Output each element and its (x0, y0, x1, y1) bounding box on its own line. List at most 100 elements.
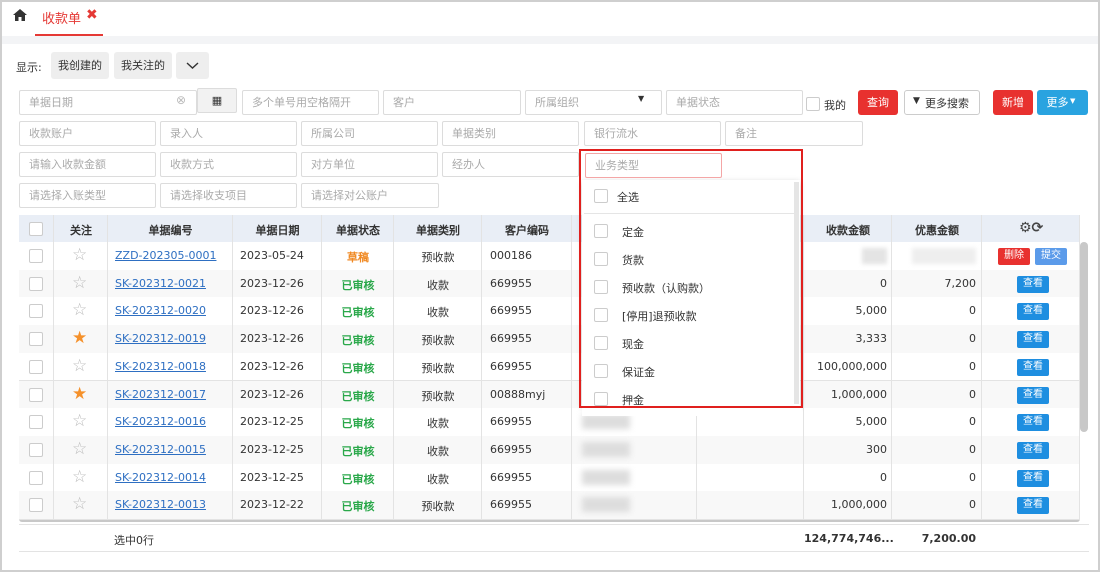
doc-number[interactable]: SK-202312-0017 (115, 387, 206, 401)
discount: 0 (969, 415, 976, 429)
row-action[interactable]: 查看 (1017, 358, 1049, 376)
filter-input[interactable]: 录入人 (160, 121, 297, 146)
star[interactable]: ☆ (72, 438, 88, 459)
option[interactable]: 定金 (622, 226, 644, 239)
filter-input[interactable]: 单据状态 (666, 90, 803, 115)
tab[interactable] (35, 2, 103, 36)
star[interactable]: ☆ (72, 494, 88, 515)
filter-input[interactable]: 请选择入账类型 (19, 183, 156, 208)
doc-number[interactable]: SK-202312-0020 (115, 304, 206, 318)
option-checkbox[interactable] (594, 364, 608, 378)
option-checkbox[interactable] (594, 189, 608, 203)
v-scrollbar[interactable] (1080, 242, 1088, 432)
doc-number[interactable]: SK-202312-0014 (115, 470, 206, 484)
row-checkbox[interactable] (29, 249, 43, 263)
filter-input[interactable]: 所属组织 (525, 90, 662, 115)
row-action[interactable]: 查看 (1017, 441, 1049, 459)
header-checkbox[interactable] (29, 222, 43, 236)
star[interactable]: ☆ (72, 300, 88, 321)
option-checkbox[interactable] (594, 280, 608, 294)
doc-number[interactable]: ZZD-202305-0001 (115, 249, 217, 262)
tab-close[interactable]: ✖ (86, 7, 98, 23)
row-cell (892, 491, 982, 520)
blurred (582, 469, 630, 485)
doc-number[interactable]: SK-202312-0015 (115, 442, 206, 456)
star[interactable]: ☆ (72, 245, 88, 265)
option-checkbox[interactable] (594, 336, 608, 350)
row-action[interactable]: 查看 (1017, 303, 1049, 321)
filter-input[interactable]: 银行流水 (584, 121, 721, 146)
more-search-button[interactable]: 更多搜索 (904, 90, 980, 115)
home-icon[interactable] (12, 8, 28, 22)
doc-number[interactable]: SK-202312-0021 (115, 276, 206, 290)
star[interactable]: ☆ (72, 411, 88, 432)
row-cell (233, 380, 322, 410)
toolbar-button[interactable]: 我创建的 (51, 52, 109, 79)
filter-input[interactable]: 多个单号用空格隔开 (242, 90, 379, 115)
row-action[interactable]: 删除 (998, 248, 1030, 265)
option[interactable]: 保证金 (622, 366, 655, 379)
row-cell (54, 242, 108, 271)
row-cell (394, 491, 482, 520)
star[interactable]: ★ (72, 328, 88, 349)
row-checkbox[interactable] (29, 304, 43, 319)
filter-input[interactable]: 备注 (725, 121, 863, 146)
option-checkbox[interactable] (594, 252, 608, 266)
toolbar-toggle[interactable] (176, 52, 209, 79)
row-checkbox[interactable] (29, 359, 43, 374)
my-checkbox[interactable] (806, 97, 820, 111)
star[interactable]: ☆ (72, 272, 88, 293)
row-action[interactable]: 查看 (1017, 469, 1049, 487)
doc-number[interactable]: SK-202312-0013 (115, 498, 206, 512)
filter-input[interactable]: 单据日期 (19, 90, 197, 115)
doc-number[interactable]: SK-202312-0018 (115, 359, 206, 373)
star[interactable]: ★ (72, 383, 88, 404)
dropdown-input[interactable]: 业务类型 (585, 153, 722, 178)
tab-title[interactable]: 收款单 (42, 12, 82, 27)
filter-input[interactable]: 对方单位 (301, 152, 438, 177)
filter-input[interactable]: 收款账户 (19, 121, 156, 146)
query-button[interactable]: 查询 (858, 90, 898, 115)
row-action[interactable]: 查看 (1017, 497, 1049, 515)
filter-input[interactable]: 经办人 (442, 152, 579, 177)
toolbar-button[interactable]: 我关注的 (114, 52, 172, 79)
option[interactable]: 押金 (622, 394, 644, 407)
row-action[interactable]: 查看 (1017, 275, 1049, 293)
filter-input[interactable]: 客户 (383, 90, 521, 115)
doc-number[interactable]: SK-202312-0019 (115, 332, 206, 346)
option-checkbox[interactable] (594, 308, 608, 322)
row-checkbox[interactable] (29, 415, 43, 430)
star[interactable]: ☆ (72, 466, 88, 487)
filter-input[interactable]: 收款方式 (160, 152, 297, 177)
row-checkbox[interactable] (29, 276, 43, 291)
doc-number[interactable]: SK-202312-0016 (115, 415, 206, 429)
filter-input[interactable]: 请选择对公账户 (301, 183, 439, 208)
filter-input[interactable]: 所属公司 (301, 121, 438, 146)
row-checkbox[interactable] (29, 470, 43, 485)
option[interactable]: [停用]退预收款 (622, 310, 697, 323)
row-action[interactable]: 提交 (1035, 248, 1067, 265)
row-action[interactable]: 查看 (1017, 414, 1049, 432)
row-checkbox[interactable] (29, 442, 43, 457)
row-action[interactable]: 查看 (1017, 331, 1049, 349)
option[interactable]: 现金 (622, 338, 644, 351)
row-action[interactable]: 查看 (1017, 386, 1049, 404)
select-all[interactable]: 全选 (617, 191, 639, 204)
option[interactable]: 预收款（认购款） (622, 282, 710, 295)
add-button[interactable]: 新增 (993, 90, 1033, 115)
more-button[interactable]: 更多 (1037, 90, 1088, 115)
settings-icons[interactable]: ⚙⟳ (1019, 220, 1044, 236)
calendar-button[interactable]: ▦ (197, 88, 237, 113)
discount: 0 (969, 498, 976, 512)
row-checkbox[interactable] (29, 498, 43, 513)
option[interactable]: 货款 (622, 254, 644, 267)
row-checkbox[interactable] (29, 332, 43, 347)
row-checkbox[interactable] (29, 387, 43, 402)
filter-input[interactable]: 请选择收支项目 (160, 183, 297, 208)
star[interactable]: ☆ (72, 355, 88, 376)
option-checkbox[interactable] (594, 224, 608, 238)
filter-input[interactable]: 单据类别 (442, 121, 579, 146)
clear-icon[interactable]: ⊗ (176, 93, 187, 107)
filter-input[interactable]: 请输入收款金额 (19, 152, 156, 177)
option-checkbox[interactable] (594, 392, 608, 406)
